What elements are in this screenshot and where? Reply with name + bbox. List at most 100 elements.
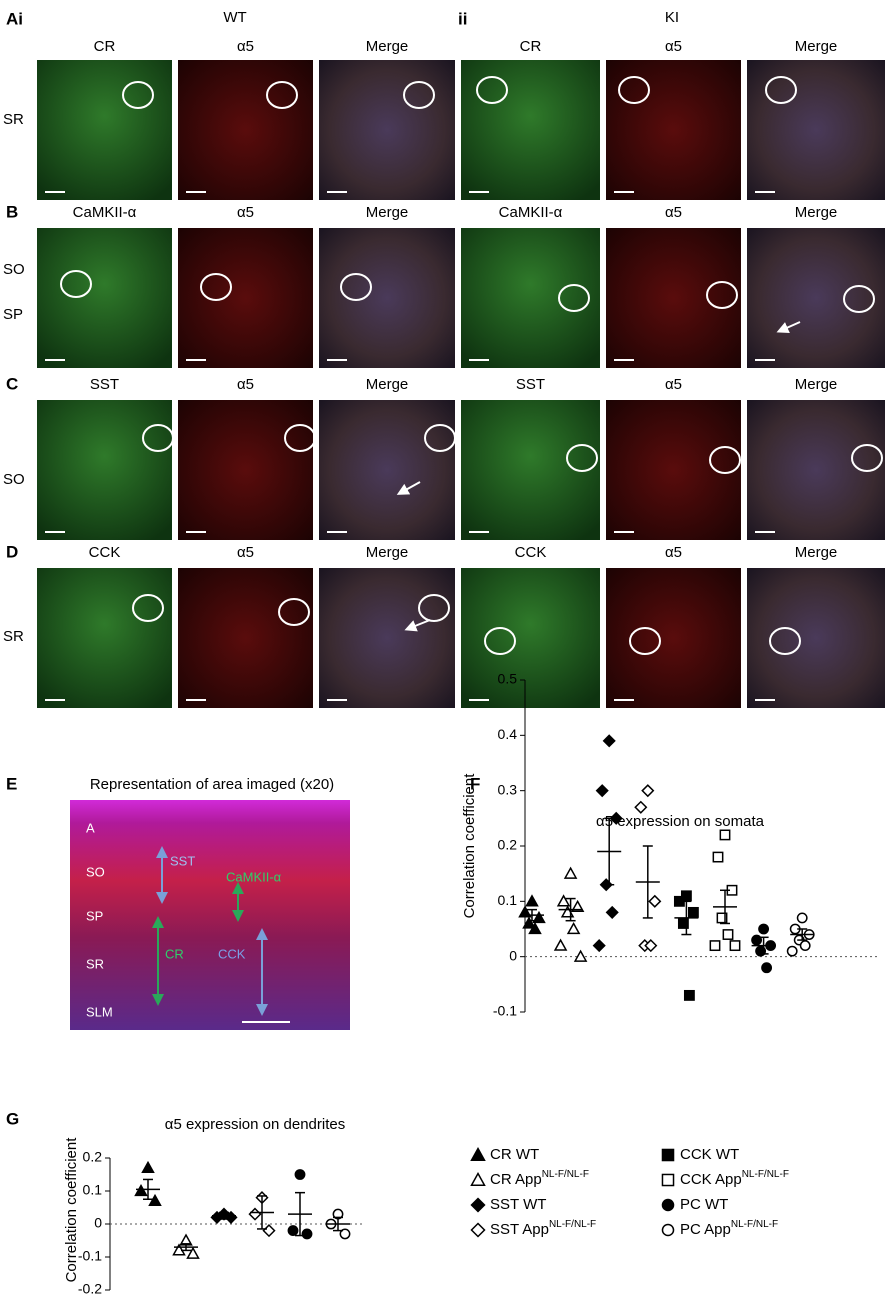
roi-circle <box>851 444 883 472</box>
roi-circle <box>769 627 801 655</box>
roi-circle <box>284 424 316 452</box>
roi-circle <box>558 284 590 312</box>
panel-label: C <box>6 374 18 393</box>
layer-label: SLM <box>86 1004 113 1019</box>
roi-circle <box>122 81 154 109</box>
roi-circle <box>200 273 232 301</box>
data-point <box>758 923 770 935</box>
y-tick-label: -0.1 <box>78 1248 102 1264</box>
data-point <box>609 811 623 825</box>
legend-marker <box>661 1173 675 1187</box>
panel-label: B <box>6 202 18 221</box>
micrograph <box>747 60 885 200</box>
panel-label: ii <box>458 9 467 28</box>
data-point <box>566 921 581 935</box>
legend-superscript: NL-F/NL-F <box>549 1219 596 1230</box>
y-tick-label: 0.1 <box>83 1182 103 1198</box>
roi-circle <box>566 444 598 472</box>
y-tick-label: 0 <box>94 1215 102 1231</box>
legend-superscript: NL-F/NL-F <box>731 1219 778 1230</box>
roi-circle <box>484 627 516 655</box>
micrograph <box>606 228 741 368</box>
legend-marker <box>470 1197 486 1213</box>
legend-marker <box>470 1222 486 1238</box>
data-point <box>761 962 773 974</box>
data-point <box>729 940 741 952</box>
micrograph <box>606 60 741 200</box>
roi-circle <box>706 281 738 309</box>
micrograph <box>461 228 600 368</box>
legend-label: PC AppNL-F/NL-F <box>680 1219 778 1238</box>
legend-label: SST WT <box>490 1196 546 1213</box>
column-title: CR <box>94 38 116 55</box>
roi-circle <box>266 81 298 109</box>
arrow <box>404 619 431 632</box>
data-point <box>525 894 539 907</box>
micrograph <box>37 228 172 368</box>
panel-title: Representation of area imaged (x20) <box>90 776 334 793</box>
micrograph <box>319 568 455 708</box>
data-point <box>339 1228 351 1240</box>
legend-label: CR WT <box>490 1146 539 1163</box>
legend-name: SST App <box>490 1221 549 1238</box>
column-title: Merge <box>795 376 838 393</box>
data-point <box>134 1183 148 1197</box>
column-title: Merge <box>795 38 838 55</box>
legend-marker <box>661 1198 675 1212</box>
column-title: α5 <box>237 204 254 221</box>
column-title: CR <box>520 38 542 55</box>
legend-superscript: NL-F/NL-F <box>742 1169 789 1180</box>
legend-name: CR App <box>490 1171 542 1188</box>
legend-superscript: NL-F/NL-F <box>542 1169 589 1180</box>
y-tick-label: -0.1 <box>493 1003 517 1019</box>
legend-label: PC WT <box>680 1196 728 1213</box>
data-point <box>186 1246 200 1259</box>
y-axis-label: Correlation coefficient <box>461 773 478 919</box>
micrograph <box>606 568 741 708</box>
y-tick-label: 0.1 <box>498 892 518 908</box>
data-point <box>522 916 536 929</box>
layer-label: A <box>86 820 95 835</box>
legend-name: CR WT <box>490 1146 539 1163</box>
legend-marker <box>661 1223 675 1237</box>
data-point <box>644 939 658 953</box>
column-title: CaMKII-α <box>73 204 137 221</box>
arrow <box>396 481 421 495</box>
y-tick-label: 0.3 <box>498 781 518 797</box>
data-point <box>570 899 585 913</box>
panel-label: F <box>470 774 480 793</box>
column-title: SST <box>90 376 119 393</box>
data-point <box>716 912 728 924</box>
data-point <box>141 1160 155 1174</box>
micrograph <box>37 568 172 708</box>
micrograph <box>461 568 600 708</box>
roi-circle <box>765 76 797 104</box>
data-point <box>518 905 532 918</box>
data-point <box>602 734 616 748</box>
legend-label: CCK WT <box>680 1146 739 1163</box>
column-title: CCK <box>89 544 121 561</box>
micrograph <box>461 60 600 200</box>
data-point <box>287 1225 299 1237</box>
layer-label: SO <box>86 864 105 879</box>
data-point <box>634 800 648 814</box>
data-point <box>719 829 731 841</box>
data-point <box>799 940 811 952</box>
micrograph <box>319 400 455 540</box>
column-title: α5 <box>665 204 682 221</box>
panel-label: G <box>6 1109 19 1128</box>
legend-name: PC App <box>680 1221 731 1238</box>
column-title: Merge <box>366 204 409 221</box>
marker-label: CaMKII-α <box>226 869 282 884</box>
data-point <box>796 912 808 924</box>
area-image <box>70 800 350 1030</box>
chart-title: α5 expression on somata <box>596 813 765 830</box>
roi-circle <box>278 598 310 626</box>
legend-marker <box>661 1148 675 1162</box>
legend-name: SST WT <box>490 1196 546 1213</box>
data-point <box>648 894 662 908</box>
roi-circle <box>629 627 661 655</box>
column-title: α5 <box>665 544 682 561</box>
data-point <box>563 866 578 879</box>
